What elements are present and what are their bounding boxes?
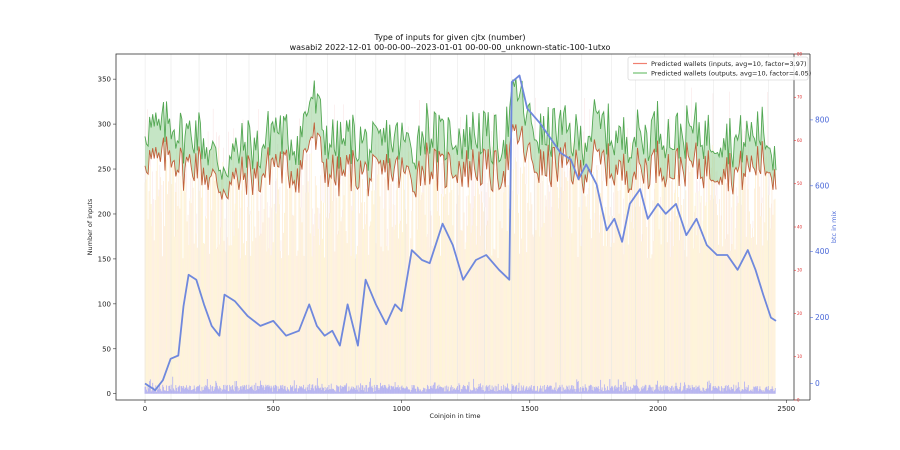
- y-tick-label: 300: [98, 121, 111, 129]
- y-blue-tick-label: 800: [815, 115, 830, 124]
- x-tick-label: 2500: [777, 405, 795, 413]
- y-red-axis-ticks: 0 10 20 30 40 50 60 70 80: [794, 51, 803, 402]
- y-red-tick-label: 10: [797, 354, 803, 359]
- y-tick-label: 50: [102, 345, 111, 353]
- y-red-tick-label: 0: [797, 397, 800, 402]
- legend-label-inputs: Predicted wallets (inputs, avg=10, facto…: [651, 60, 807, 68]
- y-tick-label: 250: [98, 166, 111, 174]
- y-axis-ticks: 0 50 100 150 200 250 300 350: [98, 76, 116, 398]
- x-tick-label: 0: [143, 405, 147, 413]
- y-red-tick-label: 70: [797, 95, 803, 100]
- y-blue-tick-label: 600: [815, 181, 830, 190]
- legend-label-outputs: Predicted wallets (outputs, avg=10, fact…: [651, 70, 811, 78]
- legend: Predicted wallets (inputs, avg=10, facto…: [627, 56, 811, 81]
- y-blue-tick-label: 0: [815, 379, 820, 388]
- y-tick-label: 200: [98, 210, 111, 218]
- y-red-tick-label: 20: [797, 311, 803, 316]
- y-blue-axis-ticks: 0 200 400 600 800: [810, 115, 830, 388]
- y-red-tick-label: 30: [797, 268, 803, 273]
- chart-subtitle: wasabi2 2022-12-01 00-00-00--2023-01-01 …: [290, 43, 611, 52]
- grid-lines: [144, 54, 769, 400]
- series-layer: [144, 74, 777, 391]
- x-tick-label: 500: [267, 405, 280, 413]
- x-tick-label: 2000: [649, 405, 667, 413]
- x-axis-label: Coinjoin in time: [430, 412, 481, 420]
- y-tick-label: 150: [98, 255, 111, 263]
- series-line-btc-in-mix: [144, 74, 777, 391]
- x-tick-label: 1000: [393, 405, 411, 413]
- y-red-tick-label: 60: [797, 138, 803, 143]
- y-blue-tick-label: 200: [815, 313, 830, 322]
- y-blue-tick-label: 400: [815, 247, 830, 256]
- y-red-tick-label: 50: [797, 181, 803, 186]
- y-red-tick-label: 40: [797, 224, 803, 229]
- series-line-inputs: [144, 122, 777, 200]
- series-line-outputs: [144, 78, 777, 180]
- y-red-tick-label: 80: [797, 51, 803, 56]
- y-tick-label: 100: [98, 300, 111, 308]
- x-tick-label: 1500: [521, 405, 539, 413]
- blue-base-bars: [144, 376, 776, 394]
- legend-box: [627, 56, 809, 81]
- y-axis-label: Number of inputs: [86, 198, 94, 255]
- y-tick-label: 0: [107, 390, 111, 398]
- chart-title: Type of inputs for given cjtx (number): [373, 33, 525, 42]
- y2-axis-label: btc in mix: [830, 211, 838, 243]
- y-tick-label: 350: [98, 76, 111, 84]
- x-axis-ticks: 0 500 1000 1500 2000 2500: [143, 400, 795, 413]
